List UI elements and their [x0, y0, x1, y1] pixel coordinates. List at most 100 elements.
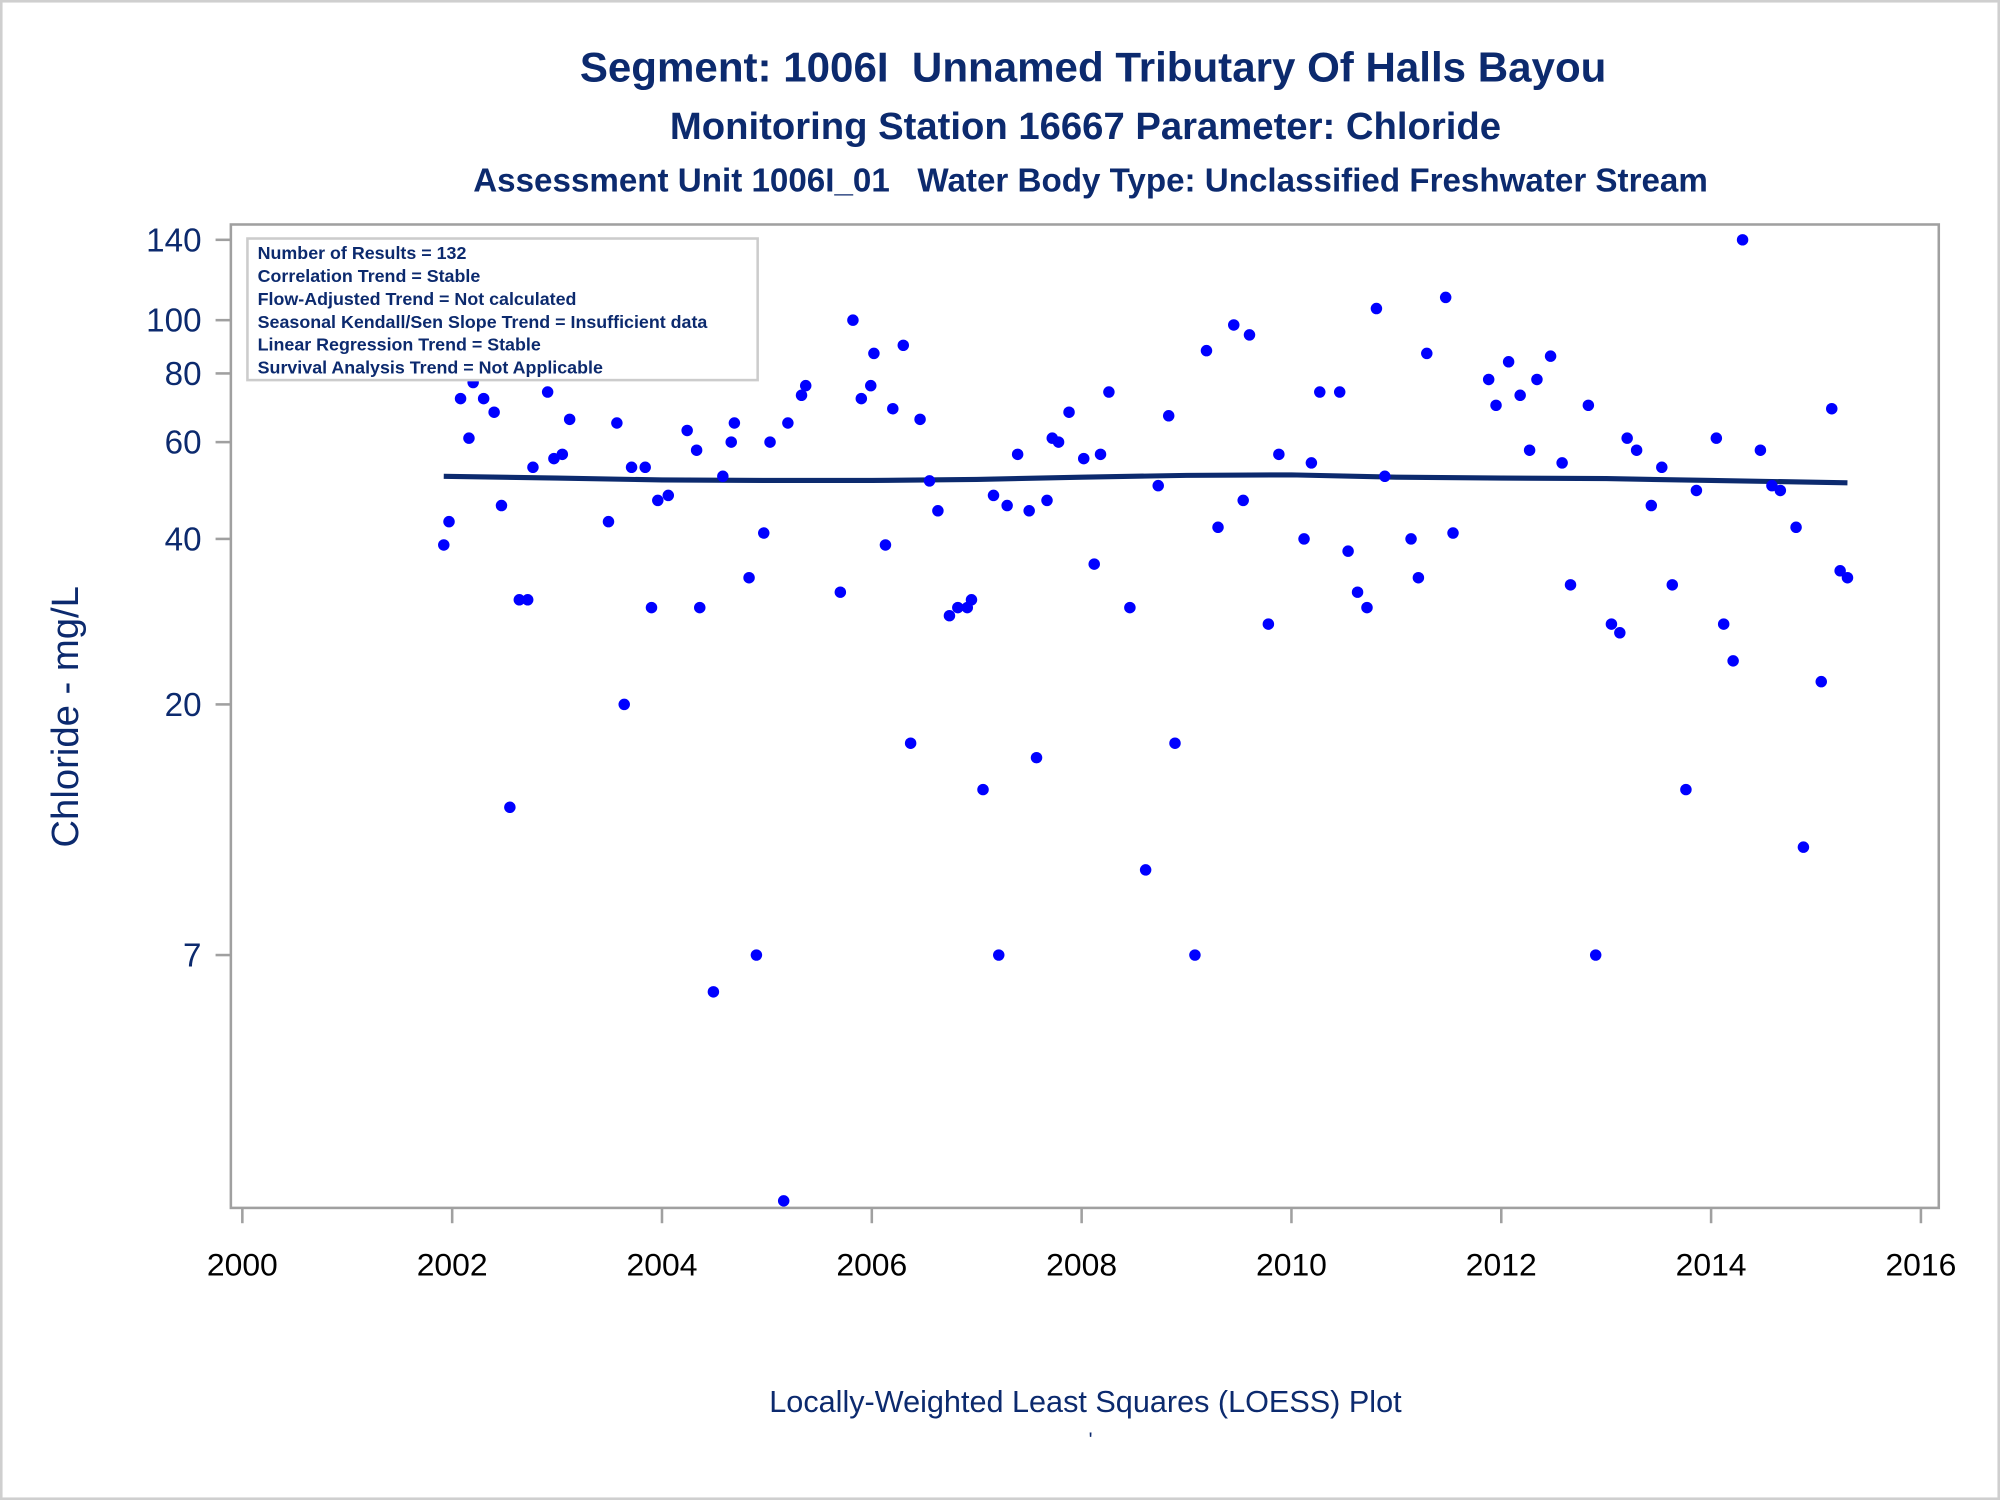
data-point: [1023, 505, 1035, 517]
data-point: [1262, 618, 1275, 630]
data-point: [1351, 586, 1364, 598]
data-point: [541, 386, 554, 398]
data-point: [563, 413, 576, 426]
data-point: [1736, 234, 1749, 246]
data-point: [1412, 571, 1425, 584]
data-point: [904, 737, 917, 749]
data-point: [758, 527, 770, 539]
data-point: [897, 339, 910, 352]
data-point: [1544, 350, 1557, 362]
data-point: [463, 432, 475, 444]
data-point: [855, 392, 868, 405]
data-point: [1605, 618, 1618, 630]
footnote-mark: ': [1089, 1429, 1093, 1451]
data-point: [1834, 565, 1846, 577]
data-point: [521, 594, 534, 606]
x-axis: 2000 2002 2004 2006 2008 2010 2012 2014 2016: [207, 1207, 1956, 1283]
data-point: [454, 392, 467, 405]
data-point: [1447, 527, 1459, 539]
data-point: [1502, 356, 1515, 368]
data-point: [645, 601, 658, 614]
loess-line: [443, 472, 1848, 486]
data-point: [1523, 444, 1536, 456]
data-point: [1797, 841, 1810, 853]
loess-series: [443, 472, 1848, 486]
data-point: [993, 949, 1005, 961]
data-point: [694, 601, 706, 614]
data-point: [443, 515, 455, 528]
data-point: [1169, 737, 1181, 749]
data-point: [527, 461, 539, 474]
data-point: [1041, 494, 1053, 507]
scatter-series: [438, 234, 1854, 1207]
data-point: [1482, 373, 1495, 386]
plot-frame: [229, 223, 1941, 1210]
x-tick-label: 2014: [1676, 1247, 1747, 1283]
data-point: [795, 389, 808, 402]
data-point: [1556, 457, 1568, 469]
data-point: [477, 392, 490, 405]
y-tick-label: 140: [146, 222, 201, 259]
data-point: [1237, 494, 1249, 507]
data-point: [1088, 558, 1100, 570]
data-point: [1001, 499, 1013, 512]
x-tick-label: 2016: [1885, 1247, 1956, 1283]
data-point: [1094, 448, 1107, 461]
data-point: [681, 424, 693, 437]
data-point: [495, 499, 508, 512]
data-point: [879, 539, 892, 551]
data-point: [1531, 373, 1543, 386]
data-point: [707, 986, 720, 998]
data-point: [977, 783, 989, 796]
x-tick-label: 2012: [1466, 1247, 1537, 1283]
y-tick-label: 7: [183, 938, 201, 975]
data-point: [868, 347, 880, 360]
data-point: [1152, 479, 1164, 492]
y-tick-label: 40: [165, 521, 202, 558]
y-tick-label: 80: [165, 356, 202, 393]
data-point: [834, 586, 847, 598]
legend-entry: Flow-Adjusted Trend = Not calculated: [258, 289, 577, 309]
data-point: [690, 444, 703, 456]
data-point: [923, 475, 936, 487]
data-point: [865, 379, 877, 392]
data-point: [1273, 448, 1285, 461]
data-point: [782, 417, 794, 429]
data-point: [847, 314, 859, 326]
data-point: [1200, 344, 1213, 357]
data-point: [513, 594, 526, 606]
data-point: [1582, 399, 1595, 412]
data-point: [1490, 399, 1502, 412]
data-point: [1314, 386, 1326, 398]
data-point: [1243, 329, 1256, 341]
data-point: [1305, 457, 1318, 469]
data-point: [764, 436, 776, 448]
chart-subtitle: Monitoring Station 16667 Parameter: Chlo…: [670, 105, 1501, 148]
data-point: [943, 609, 956, 622]
data-point: [1645, 499, 1658, 512]
data-point: [1727, 655, 1739, 667]
chart-subtitle-2: Assessment Unit 1006I_01 Water Body Type…: [473, 162, 1708, 199]
data-point: [1841, 571, 1854, 584]
data-point: [556, 448, 569, 461]
data-point: [1052, 436, 1065, 448]
legend-entry: Survival Analysis Trend = Not Applicable: [258, 358, 603, 378]
data-point: [1717, 618, 1730, 630]
data-point: [1361, 601, 1373, 614]
legend-box: [246, 237, 759, 382]
data-point: [1030, 751, 1043, 764]
data-point: [1710, 432, 1723, 444]
x-tick-label: 2004: [627, 1247, 698, 1283]
data-point: [914, 413, 926, 426]
y-axis: 7 20 40 60 80 100 140: [146, 222, 231, 975]
legend-entry: Seasonal Kendall/Sen Slope Trend = Insuf…: [258, 312, 709, 332]
data-point: [725, 436, 737, 448]
data-point: [1077, 452, 1090, 465]
data-point: [1680, 783, 1692, 796]
data-point: [1342, 545, 1354, 557]
data-point: [952, 601, 964, 614]
data-point: [717, 470, 729, 483]
data-point: [1189, 949, 1201, 961]
data-point: [1370, 302, 1383, 315]
